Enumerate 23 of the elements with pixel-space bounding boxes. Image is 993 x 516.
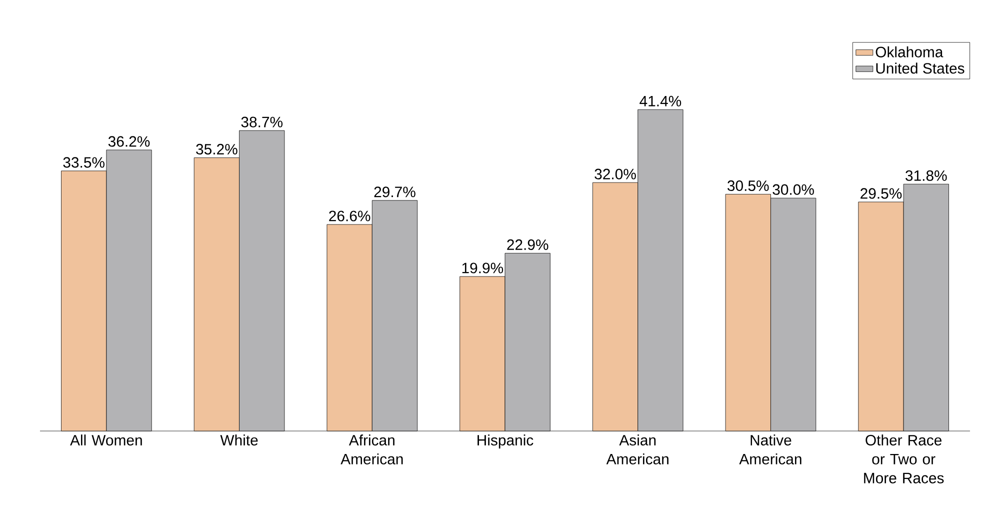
x-tick-label: Hispanic: [478, 434, 534, 448]
legend-label: United States: [876, 62, 964, 74]
data-label: 30.5%: [728, 180, 769, 191]
x-tick-label: Asian American: [606, 434, 668, 464]
x-tick-label: Native American: [739, 434, 802, 464]
data-label: 30.0%: [772, 184, 814, 195]
legend-label: Oklahoma: [876, 46, 944, 58]
x-tick-label: Other Race or Two or More Races: [864, 434, 944, 484]
data-label: 19.9%: [462, 262, 504, 274]
x-tick-label: All Women: [70, 434, 142, 446]
data-label: 32.0%: [594, 168, 636, 180]
data-label: 38.7%: [241, 116, 283, 128]
data-label: 33.5%: [63, 157, 104, 168]
data-label: 36.2%: [108, 136, 150, 147]
data-label: 29.5%: [860, 188, 902, 199]
data-label: 29.7%: [374, 186, 416, 198]
data-label: 31.8%: [906, 170, 947, 181]
data-label: 26.6%: [329, 210, 370, 222]
data-label: 22.9%: [507, 239, 548, 250]
data-label: 41.4%: [640, 96, 682, 106]
x-tick-label: African American: [340, 434, 403, 464]
data-label: 35.2%: [196, 144, 238, 155]
x-tick-label: White: [220, 434, 258, 446]
